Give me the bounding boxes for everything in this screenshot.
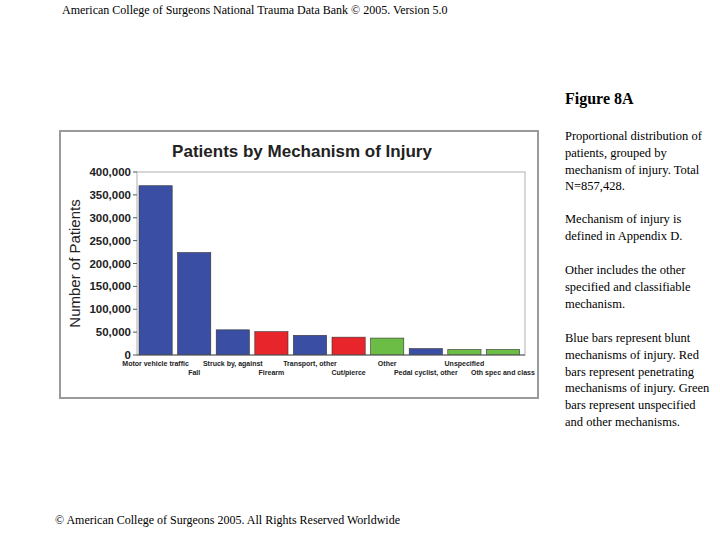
y-tick [133, 217, 137, 218]
y-tick [133, 194, 137, 195]
bar [371, 338, 404, 355]
x-tick-label: Motor vehicle traffic [122, 360, 189, 367]
bar [486, 350, 519, 355]
bar [332, 337, 365, 355]
x-tick-label: Struck by, against [203, 360, 263, 368]
y-tick [133, 286, 137, 287]
y-axis-label: Number of Patients [66, 199, 83, 327]
footer: © American College of Surgeons 2005. All… [55, 513, 400, 528]
y-tick-label: 300,000 [89, 212, 131, 224]
chart-title: Patients by Mechanism of Injury [172, 142, 432, 161]
caption-paragraph: Blue bars represent blunt mechanisms of … [565, 330, 715, 431]
y-tick-label: 250,000 [89, 235, 131, 247]
x-axis [137, 355, 525, 356]
chart-frame [60, 131, 538, 398]
caption-paragraph: Proportional distribution of patients, g… [565, 128, 715, 195]
y-tick-label: 50,000 [96, 326, 131, 338]
y-tick-label: 150,000 [89, 280, 131, 292]
y-tick [133, 309, 137, 310]
chart: Patients by Mechanism of Injury Number of… [0, 0, 720, 540]
x-tick-label: Other [378, 360, 397, 367]
caption-paragraph: Other includes the other specified and c… [565, 262, 715, 312]
bar [216, 330, 249, 355]
plot-frame [137, 172, 525, 355]
bar [409, 349, 442, 355]
bar [255, 332, 288, 355]
x-tick-label: Transport, other [283, 360, 337, 368]
y-tick-label: 100,000 [89, 303, 131, 315]
bars [139, 186, 520, 355]
bar [448, 350, 481, 355]
x-tick-label: Oth spec and class [471, 369, 535, 377]
y-tick-label: 350,000 [89, 189, 131, 201]
x-tick-label: Pedal cyclist, other [394, 369, 458, 377]
x-tick-label: Unspecified [445, 360, 485, 368]
y-tick [133, 263, 137, 264]
x-tick-label: Cut/pierce [331, 369, 365, 377]
y-tick [133, 172, 137, 173]
figure-label: Figure 8A [565, 90, 634, 108]
y-tick-label: 400,000 [89, 166, 131, 178]
y-tick [133, 332, 137, 333]
y-tick-label: 200,000 [89, 258, 131, 270]
x-tick-label: Firearm [259, 369, 285, 376]
x-tick-label: Fall [188, 369, 200, 376]
y-tick [133, 355, 137, 356]
header: American College of Surgeons National Tr… [62, 3, 448, 18]
bar [293, 335, 326, 355]
y-tick [133, 240, 137, 241]
bar [139, 186, 172, 355]
caption-paragraph: Mechanism of injury is defined in Append… [565, 211, 715, 245]
bar [178, 253, 211, 355]
